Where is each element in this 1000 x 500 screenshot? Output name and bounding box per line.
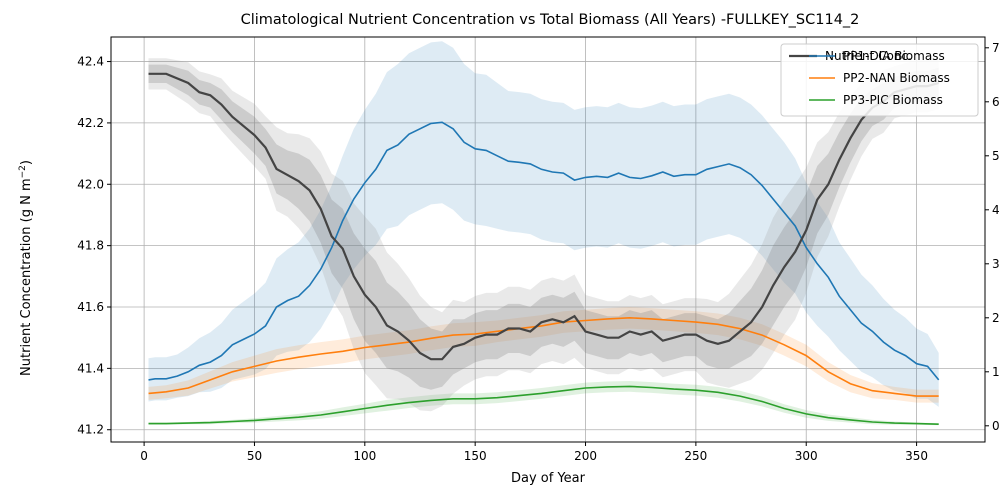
y-axis-label: Nutrient Concentration (g N m−2) [18, 160, 34, 376]
y-left-tick-label: 41.2 [77, 423, 104, 437]
y-left-tick-label: 42.4 [77, 55, 104, 69]
y-right-tick-label: 6 [992, 95, 1000, 109]
band-series-3 [148, 381, 939, 426]
x-tick-label: 250 [684, 449, 707, 463]
y-axis-label-main: Nutrient Concentration (g N m [19, 178, 34, 376]
y-left-tick-label: 41.6 [77, 300, 104, 314]
x-tick-label: 100 [353, 449, 376, 463]
y-left-axis-ticks: 41.2 41.4 41.6 41.8 42.0 42.2 42.4 [77, 55, 111, 437]
x-tick-label: 350 [905, 449, 928, 463]
y-left-tick-label: 42.2 [77, 116, 104, 130]
legend-label-series-2: PP2-NAN Biomass [843, 71, 950, 85]
y-right-tick-label: 2 [992, 311, 1000, 325]
legend-label-series-1: PP1-DIA Biomass [843, 49, 945, 63]
y-left-tick-label: 41.4 [77, 361, 104, 375]
line-nutrient [148, 72, 939, 361]
y-axis-label-close: ) [19, 160, 34, 165]
x-tick-label: 50 [247, 449, 262, 463]
y-right-tick-label: 0 [992, 419, 1000, 433]
legend-label-series-3: PP3-PIC Biomass [843, 93, 943, 107]
grid-lines [111, 37, 985, 442]
x-tick-label: 300 [795, 449, 818, 463]
y-axis-label-superscript: −2 [18, 165, 28, 178]
x-tick-label: 0 [140, 449, 148, 463]
plot-frame [110, 36, 986, 443]
y-right-tick-label: 7 [992, 41, 1000, 55]
band-series-1 [148, 41, 939, 407]
y-left-tick-label: 42.0 [77, 177, 104, 191]
y-right-axis-ticks: 0 1 2 3 4 5 6 7 [985, 41, 1000, 433]
x-axis-label: Day of Year [511, 471, 586, 486]
band-nutrient-inner [148, 64, 939, 390]
y-right-tick-label: 5 [992, 149, 1000, 163]
x-axis-ticks: 0 50 100 150 200 250 300 350 [140, 442, 928, 463]
y-right-tick-label: 4 [992, 203, 1000, 217]
band-nutrient-outer [148, 56, 939, 412]
legend-label-nutrient: Nutrient Conc. [825, 49, 912, 63]
y-right-tick-label: 3 [992, 257, 1000, 271]
chart-title: Climatological Nutrient Concentration vs… [241, 12, 860, 28]
x-tick-label: 150 [464, 449, 487, 463]
legend-box [780, 43, 979, 117]
y-right-tick-label: 1 [992, 365, 1000, 379]
legend: Nutrient Conc.PP1-DIA Biomass PP2-NAN Bio… [780, 43, 979, 117]
series-lines [148, 72, 940, 425]
line-series-3 [148, 385, 939, 425]
line-series-1 [148, 121, 940, 381]
x-tick-label: 200 [574, 449, 597, 463]
line-series-2 [148, 316, 939, 397]
y-left-tick-label: 41.8 [77, 239, 104, 253]
